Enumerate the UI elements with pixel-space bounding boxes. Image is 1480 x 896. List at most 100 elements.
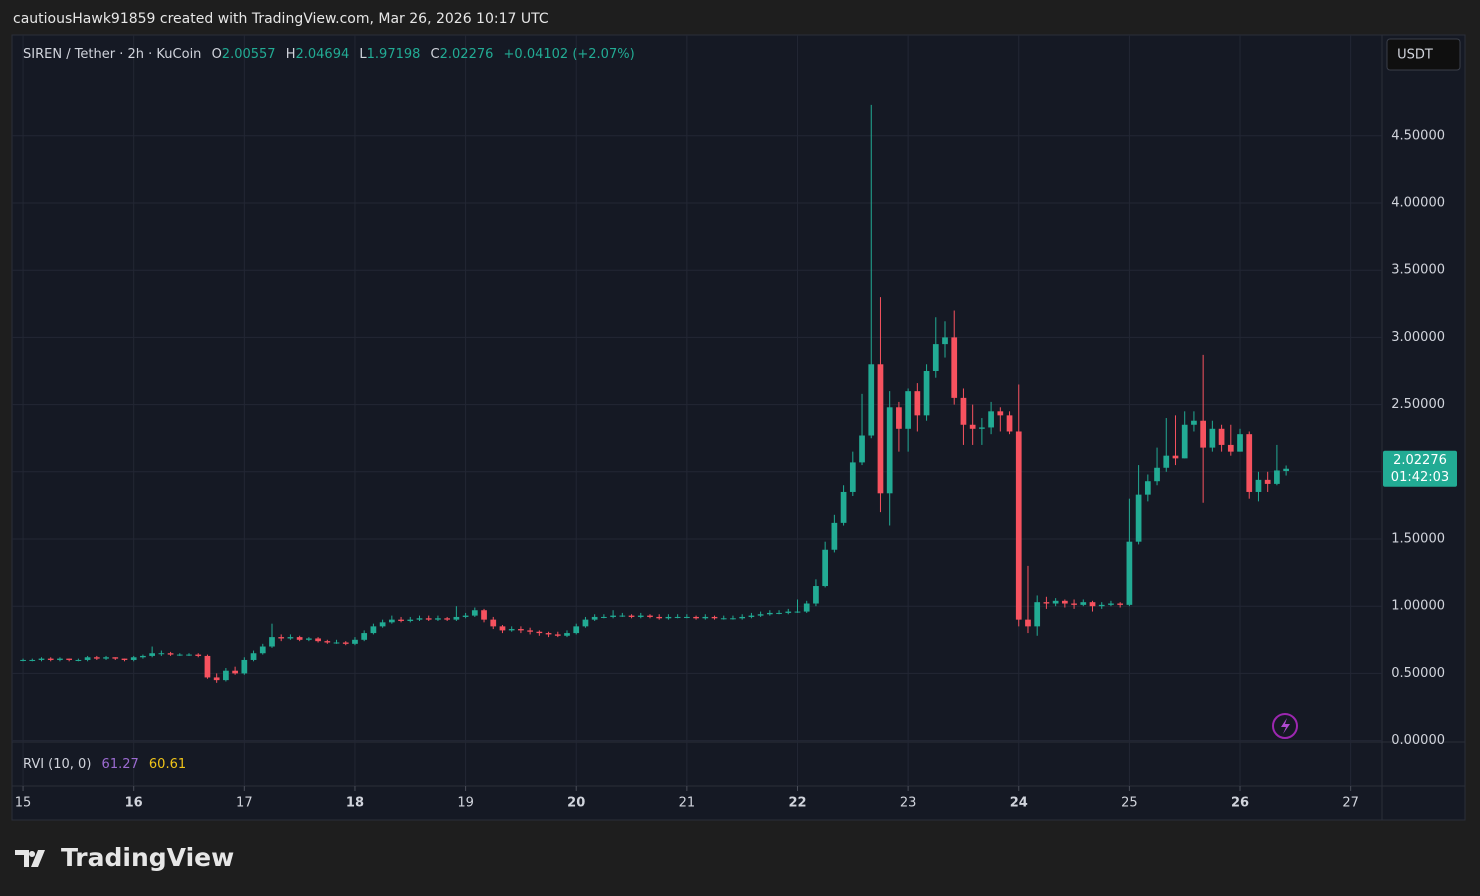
candle-body <box>1264 479 1271 484</box>
x-tick-label: 27 <box>1342 796 1359 811</box>
candle-body <box>1006 415 1013 432</box>
candle-body <box>711 616 718 619</box>
candle-body <box>333 642 340 644</box>
indicator-value: 60.61 <box>149 757 186 772</box>
candle-body <box>1274 470 1280 484</box>
candle-body <box>149 653 155 656</box>
candle-body <box>444 618 451 620</box>
currency-button[interactable] <box>1386 38 1461 71</box>
alert-icon[interactable] <box>1272 713 1298 739</box>
candle-body <box>859 435 865 463</box>
candle-body <box>508 629 515 631</box>
candle-body <box>342 642 349 644</box>
h-value: 2.04694 <box>295 47 349 62</box>
candle-body <box>776 612 782 614</box>
candle-body <box>241 659 248 674</box>
candle-body <box>628 615 635 617</box>
candle-body <box>1089 602 1096 607</box>
candle-body <box>481 610 487 620</box>
candle-body <box>435 618 441 620</box>
l-value: 1.97198 <box>367 47 421 62</box>
x-tick-label: 20 <box>567 796 585 811</box>
candle-body <box>545 633 552 635</box>
candle-body <box>287 637 294 639</box>
candle-body <box>573 626 580 634</box>
candle-body <box>518 629 524 631</box>
candle-body <box>877 364 884 494</box>
candle-body <box>195 654 202 656</box>
candle-body <box>1080 602 1087 605</box>
x-tick-label: 21 <box>679 796 696 811</box>
candle-body <box>674 616 681 618</box>
candle-body <box>20 659 26 661</box>
candle-body <box>425 618 432 620</box>
candle-body <box>1172 455 1179 459</box>
h-label: H <box>286 47 296 62</box>
candle-body <box>591 616 598 620</box>
candle-body <box>914 391 921 416</box>
candle-body <box>232 670 238 674</box>
candle-body <box>831 522 838 550</box>
candle-body <box>647 615 653 617</box>
candle-body <box>582 619 589 627</box>
candle-body <box>693 616 699 619</box>
y-tick-label: 0.00000 <box>1391 733 1445 748</box>
candle-body <box>471 610 478 616</box>
x-tick-label: 18 <box>346 796 364 811</box>
candle-body <box>665 616 672 619</box>
legend: SIREN / Tether · 2h · KuCoin O2.00557 H2… <box>23 47 635 62</box>
candle-body <box>250 653 257 660</box>
candle-body <box>1209 428 1216 448</box>
candle-body <box>979 427 985 429</box>
candle-body <box>75 659 82 661</box>
candle-body <box>1052 600 1059 604</box>
candle-body <box>684 616 690 618</box>
candle-body <box>702 616 709 619</box>
candle-body <box>896 407 902 429</box>
brand-logo: TradingView <box>15 843 234 872</box>
y-tick-label: 3.50000 <box>1391 263 1445 278</box>
candle-body <box>121 658 128 660</box>
candle-body <box>637 615 644 617</box>
candle-body <box>38 658 45 660</box>
x-tick-label: 25 <box>1121 796 1138 811</box>
candle-body <box>93 657 100 659</box>
y-tick-label: 4.00000 <box>1391 196 1445 211</box>
candle-body <box>176 654 183 656</box>
candle-body <box>112 657 119 659</box>
alert-bolt <box>1281 718 1290 734</box>
currency[interactable]: USDT <box>1397 48 1433 63</box>
candle-body <box>1071 603 1077 605</box>
x-tick-label: 16 <box>125 796 143 811</box>
candle-body <box>730 618 736 620</box>
candle-body <box>1025 619 1031 627</box>
candle-body <box>306 638 312 640</box>
candle-body <box>278 637 285 639</box>
candle-body <box>739 616 746 619</box>
candle-body <box>204 655 211 678</box>
candle-body <box>1098 604 1105 607</box>
c-label: C <box>431 47 440 62</box>
x-tick-label: 17 <box>236 796 253 811</box>
candle-body <box>527 630 533 632</box>
candle-body <box>619 615 626 617</box>
candle-body <box>259 646 266 654</box>
symbol: SIREN / Tether · 2h · KuCoin <box>23 47 201 62</box>
candle-body <box>130 657 137 660</box>
candle-body <box>868 364 875 436</box>
indicator-name: RVI (10, 0) <box>23 757 91 772</box>
candle-body <box>296 637 303 640</box>
candle-body <box>849 462 856 492</box>
candle-body <box>158 653 165 655</box>
candle-body <box>601 616 607 618</box>
indicator-value: 61.27 <box>102 757 139 772</box>
candle-body <box>370 626 377 634</box>
brand: TradingView <box>61 843 234 872</box>
logo-mark <box>15 850 45 867</box>
candle-body <box>1135 494 1142 542</box>
y-tick-label: 2.50000 <box>1391 397 1445 412</box>
candle-body <box>47 658 54 660</box>
x-tick-label: 24 <box>1010 796 1028 811</box>
candle-body <box>813 586 819 604</box>
